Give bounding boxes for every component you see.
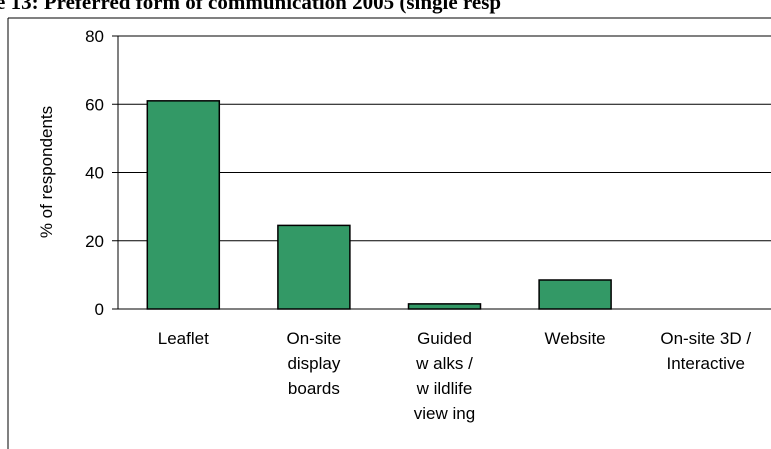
bar [277,224,351,310]
bar [146,100,221,310]
x-tick-label: boards [288,379,340,398]
x-tick-label: display [287,354,340,373]
x-tick-label: Interactive [666,354,744,373]
x-tick-label: On-site 3D / [660,329,751,348]
y-tick-label: 60 [85,95,104,114]
x-tick-label: On-site [287,329,342,348]
x-tick-label: Guided [417,329,472,348]
x-tick-label: w ildlife [416,379,473,398]
y-tick-label: 0 [95,300,104,319]
y-tick-label: 20 [85,232,104,251]
x-tick-label: w alks / [415,354,473,373]
chart-title: e 13: Preferred form of communication 20… [0,0,501,14]
x-tick-label: Leaflet [158,329,209,348]
y-tick-label: 40 [85,164,104,183]
x-tick-label: Website [545,329,606,348]
bar [407,303,482,310]
bar [538,279,612,310]
x-tick-label: view ing [414,404,475,423]
y-tick-label: 80 [85,27,104,46]
y-axis-label: % of respondents [37,106,56,238]
